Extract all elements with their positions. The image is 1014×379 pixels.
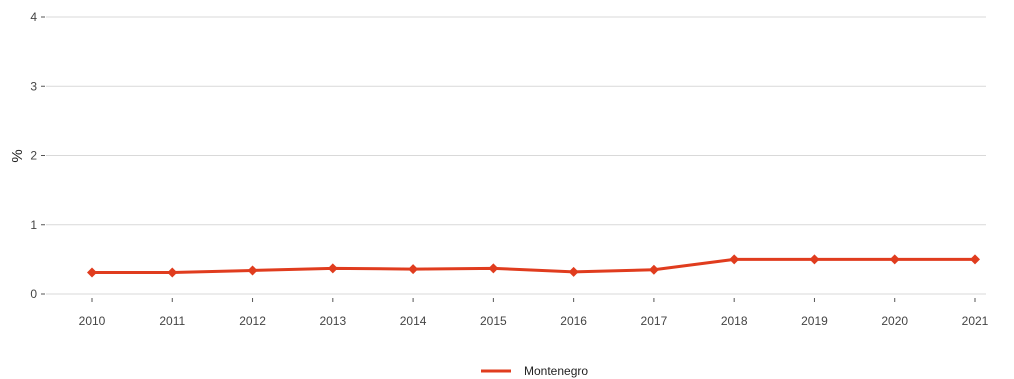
data-point-2010[interactable] [87,268,97,278]
xtick-label-2021: 2021 [962,314,989,328]
xtick-label-2011: 2011 [159,314,185,328]
xtick-label-2019: 2019 [801,314,828,328]
data-point-2019[interactable] [809,254,819,264]
xtick-label-2012: 2012 [239,314,266,328]
y-axis: 0 1 2 3 4 [30,10,45,301]
data-point-2011[interactable] [167,268,177,278]
xtick-label-2014: 2014 [400,314,427,328]
xtick-label-2018: 2018 [721,314,748,328]
data-point-2014[interactable] [408,264,418,274]
data-point-2020[interactable] [890,254,900,264]
data-point-2017[interactable] [649,265,659,275]
ytick-label-3: 3 [30,79,37,93]
ytick-label-0: 0 [30,287,37,301]
xtick-label-2010: 2010 [79,314,106,328]
data-point-2015[interactable] [488,263,498,273]
xtick-label-2020: 2020 [881,314,908,328]
y-axis-title: % [9,149,26,162]
xtick-label-2013: 2013 [319,314,346,328]
ytick-label-4: 4 [30,10,37,24]
ytick-label-1: 1 [30,218,37,232]
data-point-2016[interactable] [569,267,579,277]
series-montenegro [87,254,980,277]
legend[interactable]: Montenegro [481,364,588,378]
legend-label-montenegro: Montenegro [524,364,588,378]
ytick-label-2: 2 [30,149,37,163]
xtick-label-2017: 2017 [641,314,668,328]
data-point-2018[interactable] [729,254,739,264]
data-point-2021[interactable] [970,254,980,264]
data-point-2012[interactable] [248,265,258,275]
gridlines [46,17,986,294]
data-point-2013[interactable] [328,263,338,273]
x-axis: 2010 2011 2012 2013 2014 2015 2016 2017 2018 2019… [79,298,989,328]
series-line-montenegro [92,259,975,272]
xtick-label-2015: 2015 [480,314,507,328]
xtick-label-2016: 2016 [560,314,587,328]
